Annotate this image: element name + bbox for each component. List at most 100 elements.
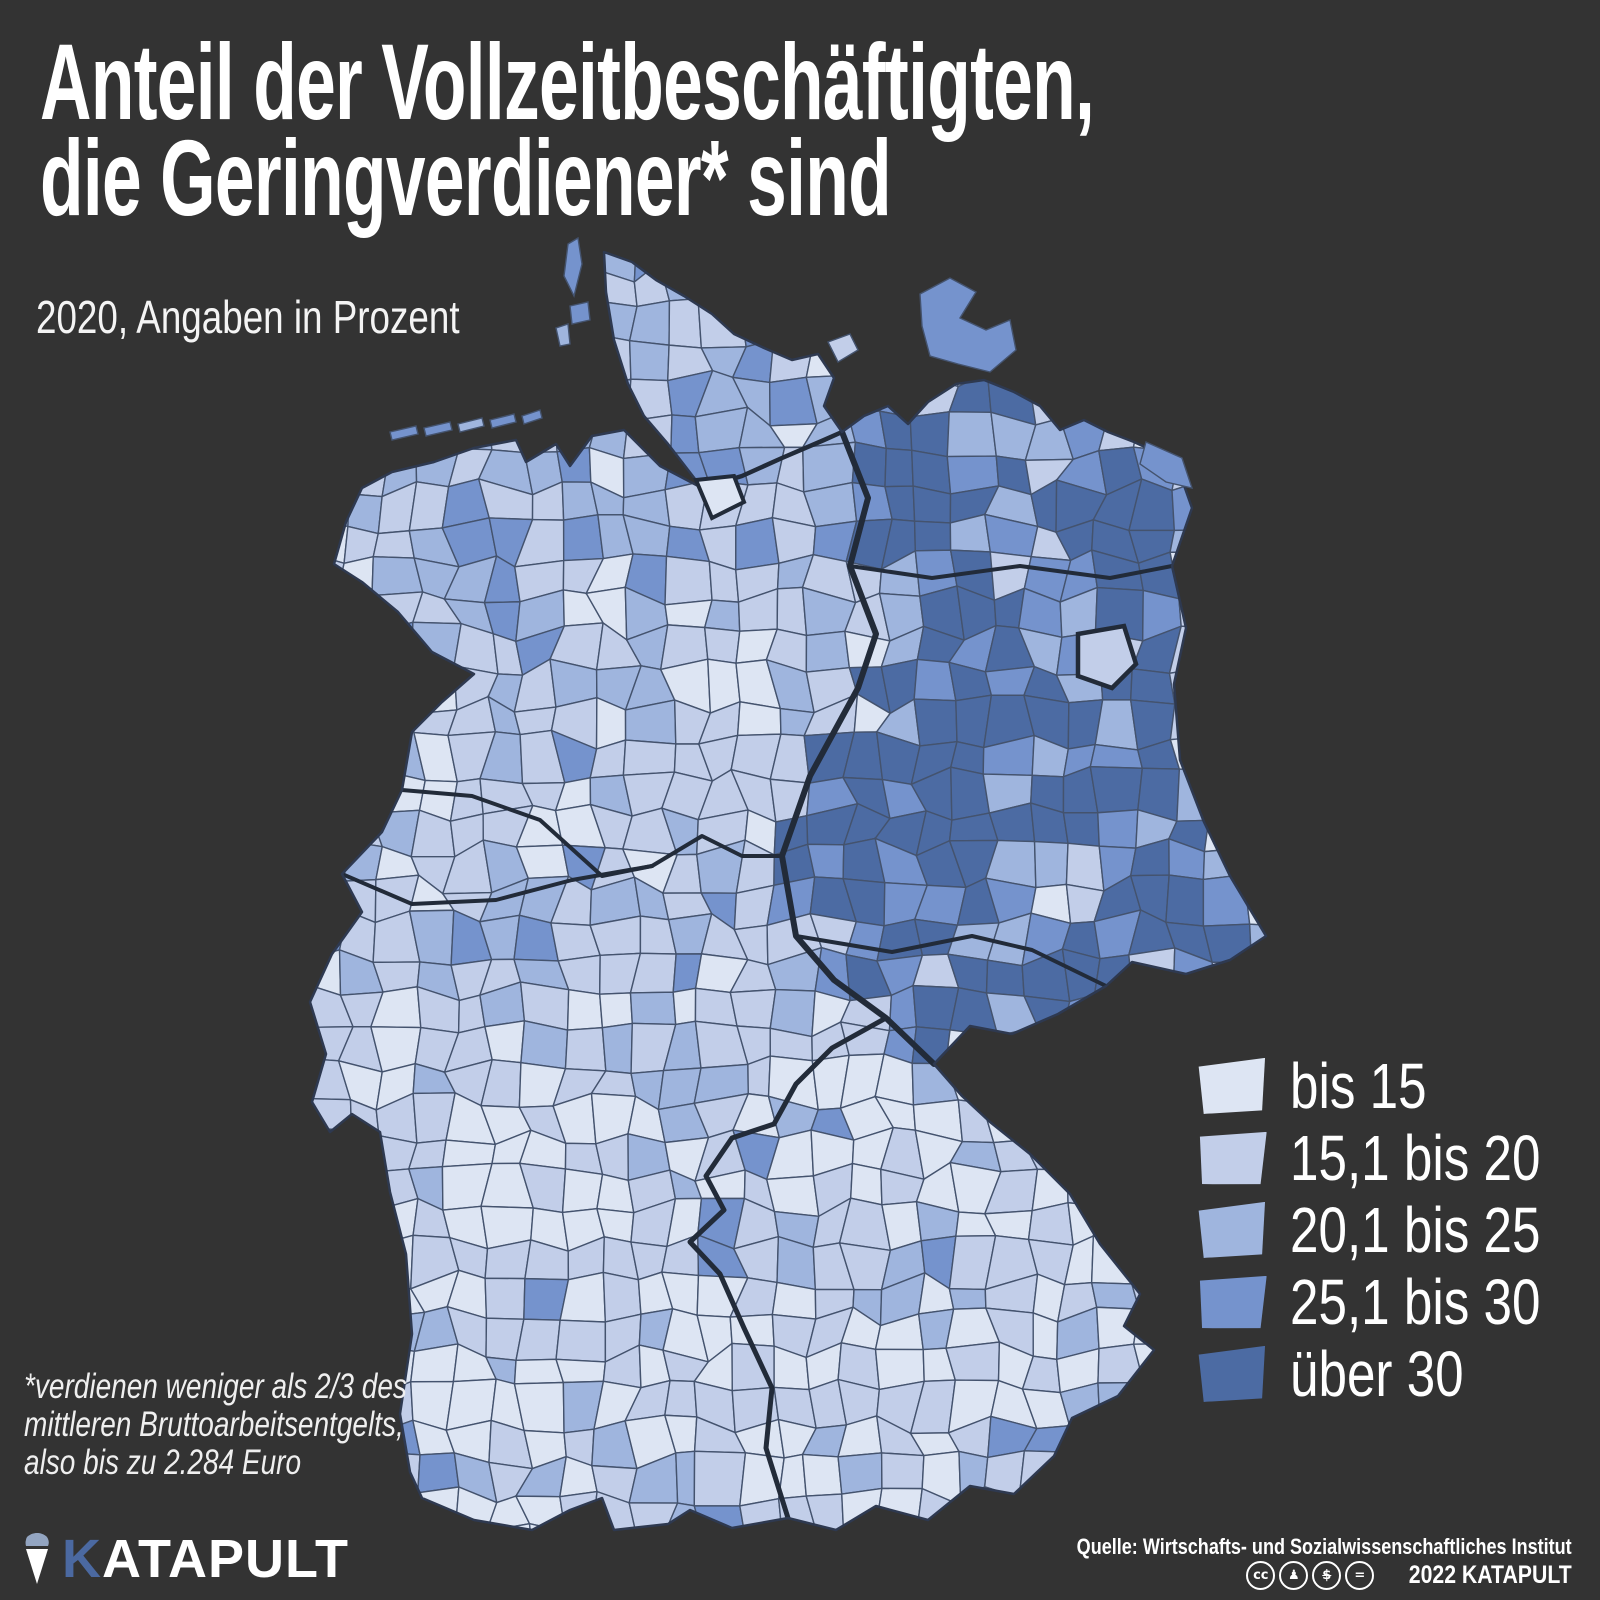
source-text: Quelle: Wirtschafts- und Sozialwissensch… — [1076, 1534, 1572, 1559]
district-cell — [675, 1450, 696, 1507]
district-cell — [310, 519, 349, 565]
district-cell — [380, 621, 414, 668]
district-cell — [693, 1450, 747, 1507]
legend-swatch — [1197, 1202, 1267, 1258]
district-cell — [945, 1029, 999, 1066]
germany-map — [308, 236, 1268, 1532]
district-cell — [801, 1453, 843, 1497]
district-cell — [564, 1026, 607, 1072]
legend-swatch — [1197, 1130, 1266, 1186]
district-cell — [598, 992, 634, 1029]
legend-label: 15,1 bis 20 — [1290, 1122, 1541, 1194]
district-cell — [846, 374, 889, 412]
district-cell — [555, 1358, 607, 1384]
district-cell — [561, 1168, 604, 1214]
district-cell — [1097, 809, 1139, 849]
legend-item: 20,1 bis 25 — [1198, 1194, 1600, 1266]
district-cell — [441, 1139, 497, 1168]
district-cell — [310, 489, 351, 528]
district-cell — [601, 1022, 634, 1075]
brand-logo: KATAPULT — [20, 1532, 349, 1586]
island-eastfrisian-2 — [423, 421, 453, 437]
district-cell — [664, 1379, 698, 1418]
district-cell — [520, 1019, 569, 1070]
legend-swatch — [1197, 1058, 1267, 1114]
district-cell — [566, 988, 604, 1031]
district-cell — [668, 297, 703, 349]
district-cell — [1032, 1311, 1059, 1361]
island-ruegen — [919, 277, 1017, 373]
border-bavaria — [687, 1015, 889, 1521]
district-cell — [670, 414, 700, 454]
district-cell — [1176, 768, 1218, 822]
island-foehr — [569, 301, 591, 325]
district-cell — [629, 991, 677, 1026]
district-cell — [1165, 874, 1205, 927]
legend-label: über 30 — [1290, 1338, 1464, 1410]
district-cell — [664, 555, 713, 606]
district-cell — [411, 657, 458, 715]
district-cell — [633, 252, 672, 284]
island-amrum — [555, 323, 571, 347]
legend-label: 20,1 bis 25 — [1290, 1194, 1541, 1266]
hamburg-region — [693, 473, 747, 521]
district-cell — [735, 516, 780, 571]
district-cell — [672, 987, 697, 1026]
border-saxony-brandenburg — [794, 934, 1108, 988]
legend-label: bis 15 — [1290, 1050, 1427, 1122]
legend-item: bis 15 — [1198, 1050, 1600, 1122]
district-cell — [729, 988, 777, 1030]
district-cell — [958, 1450, 989, 1507]
district-cell — [622, 739, 677, 776]
district-cell — [841, 1487, 883, 1530]
district-cell — [874, 1487, 923, 1530]
island-fehmarn — [827, 333, 859, 363]
district-mosaic — [310, 252, 1266, 1530]
district-cell — [776, 586, 808, 637]
district-cell — [837, 1452, 883, 1495]
islands — [389, 236, 1194, 489]
nd-icon: = — [1345, 1560, 1375, 1590]
district-cell — [948, 1287, 987, 1310]
border-hessen — [650, 834, 784, 868]
district-cell — [880, 1452, 925, 1490]
title-line-1: Anteil der Vollzeitbeschäftigten, — [40, 21, 1095, 142]
district-cell — [945, 1341, 1001, 1382]
district-cell — [596, 378, 632, 422]
district-cell — [1203, 808, 1251, 853]
district-cell — [1062, 811, 1100, 847]
district-cell — [884, 447, 914, 488]
island-eastfrisian-1 — [389, 425, 419, 441]
district-cell — [913, 698, 958, 747]
district-cell — [1202, 923, 1253, 964]
district-cell — [562, 514, 605, 562]
district-cell — [1242, 873, 1266, 928]
district-cell — [768, 338, 813, 384]
district-cell — [1090, 1281, 1140, 1310]
map-container — [272, 236, 1332, 1556]
border-east-west — [779, 429, 937, 1067]
legend-label: 25,1 bis 30 — [1290, 1266, 1541, 1338]
district-cell — [703, 626, 741, 664]
district-cell — [1178, 591, 1210, 629]
district-cell — [1095, 1306, 1140, 1350]
district-cell — [484, 1019, 526, 1064]
brand-wordmark: KATAPULT — [62, 1529, 349, 1589]
district-cell — [664, 599, 713, 629]
footnote: *verdienen weniger als 2/3 des mittleren… — [24, 1367, 407, 1482]
district-cell — [1065, 842, 1105, 892]
border-nrw-rlp — [340, 864, 654, 906]
island-eastfrisian-4 — [489, 413, 517, 429]
district-cell — [374, 707, 415, 739]
page-title: Anteil der Vollzeitbeschäftigten, die Ge… — [40, 21, 1600, 232]
district-cell — [1128, 947, 1176, 996]
license-line: cc ♟ $ = 2022 KATAPULT — [968, 1560, 1572, 1590]
cc-icon: cc — [1246, 1560, 1276, 1590]
border-mecklenburg-brandenburg — [848, 564, 1174, 580]
district-cell — [1202, 846, 1251, 881]
district-cell — [1211, 961, 1253, 988]
subtitle: 2020, Angaben in Prozent — [36, 291, 460, 343]
district-cell — [515, 1318, 561, 1362]
district-cell — [1202, 873, 1251, 927]
district-cell — [1130, 1244, 1180, 1285]
